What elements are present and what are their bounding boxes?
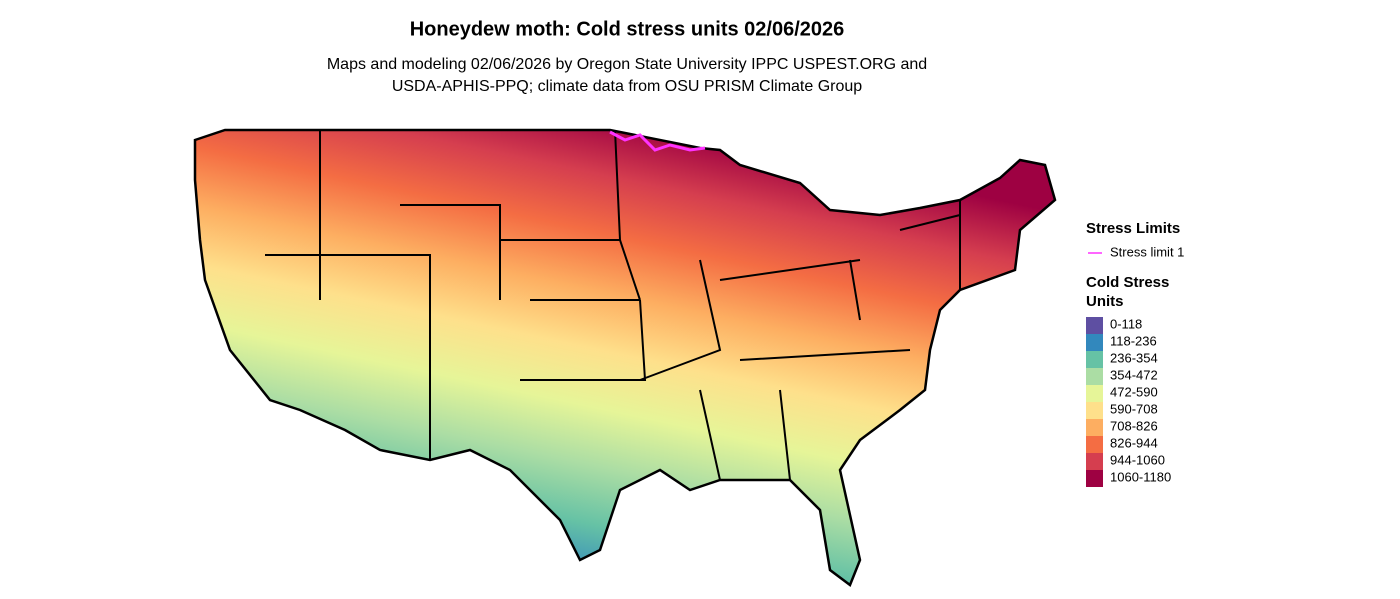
legend-swatch: [1086, 385, 1103, 402]
legend-title: Cold Stress: [1086, 274, 1169, 291]
legend-swatch: [1086, 436, 1103, 453]
map-subtitle: USDA-APHIS-PPQ; climate data from OSU PR…: [392, 78, 862, 95]
legend-swatch: [1086, 351, 1103, 368]
map-subtitle: Maps and modeling 02/06/2026 by Oregon S…: [327, 56, 927, 73]
legend-swatch: [1086, 334, 1103, 351]
legend-label: 590-708: [1110, 401, 1158, 416]
legend-swatch: [1086, 470, 1103, 487]
stress-limit-line: [609, 130, 706, 152]
legend-title: Stress Limits: [1086, 220, 1180, 237]
legend-swatch: [1086, 419, 1103, 436]
legend-label: 708-826: [1110, 418, 1158, 433]
legend-swatch: [1086, 368, 1103, 385]
legend-swatch: [1086, 453, 1103, 470]
map-title: Honeydew moth: Cold stress units 02/06/2…: [410, 18, 845, 40]
legend-label: 472-590: [1110, 384, 1158, 399]
legend-label: 354-472: [1110, 367, 1158, 382]
legend-label: 1060-1180: [1110, 469, 1171, 484]
legend-label: Stress limit 1: [1110, 244, 1184, 259]
us-map: [193, 128, 1057, 587]
legend-swatch: [1086, 317, 1103, 334]
legend-label: 826-944: [1110, 435, 1158, 450]
legend-label: 0-118: [1110, 316, 1142, 331]
legend: Stress Limits Cold Stress Units Stress l…: [1086, 220, 1184, 487]
legend-swatch: [1086, 402, 1103, 419]
state-borders: [265, 129, 961, 481]
legend-label: 236-354: [1110, 350, 1158, 365]
legend-label: 944-1060: [1110, 452, 1165, 467]
legend-label: 118-236: [1110, 333, 1157, 348]
legend-title: Units: [1086, 293, 1124, 310]
